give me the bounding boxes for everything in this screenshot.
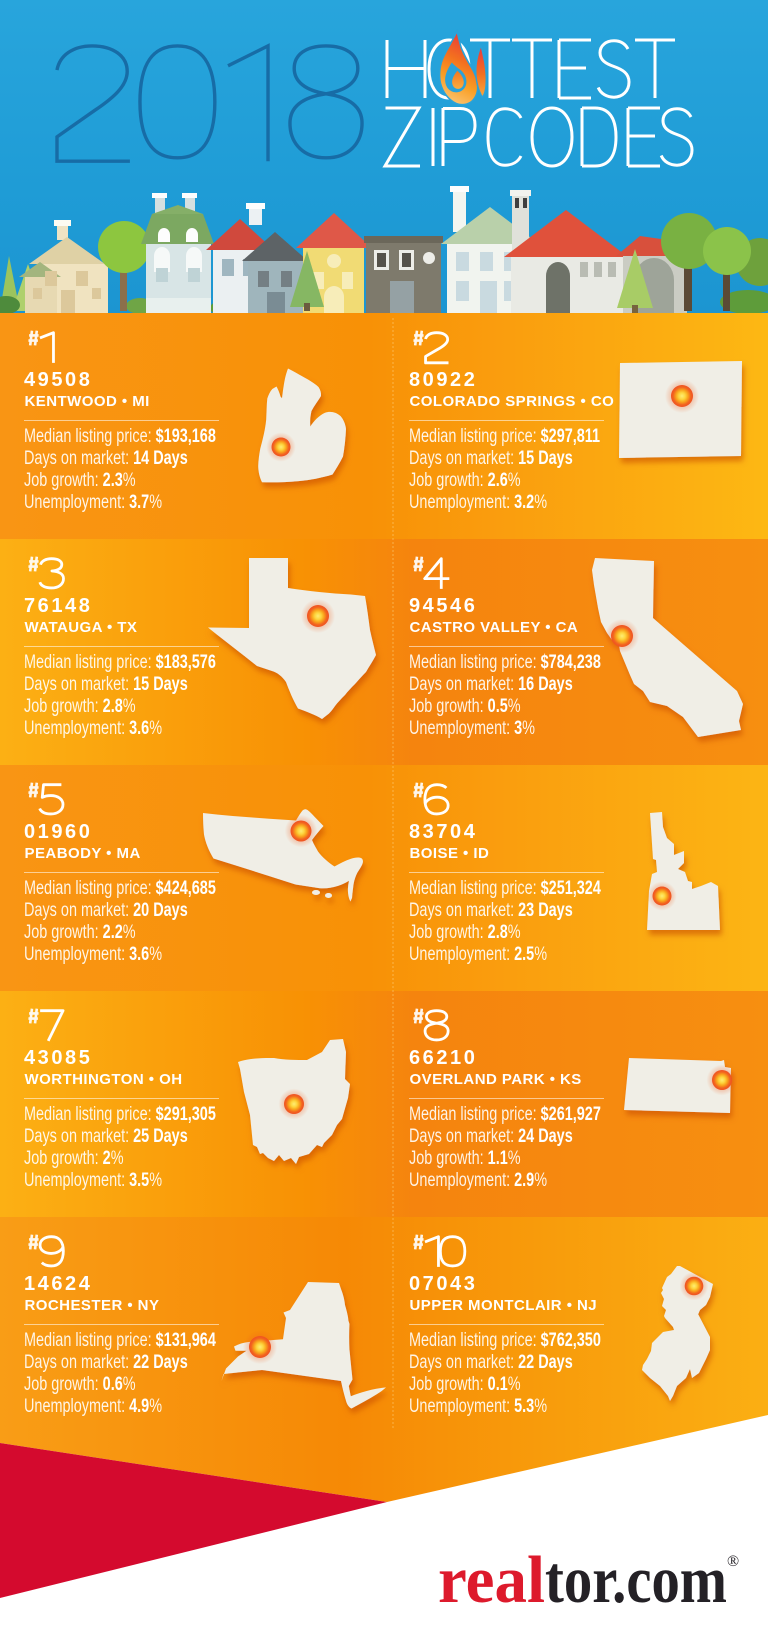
svg-text:realtor.com: realtor.com [438,1543,727,1617]
svg-text:®: ® [727,1553,739,1570]
